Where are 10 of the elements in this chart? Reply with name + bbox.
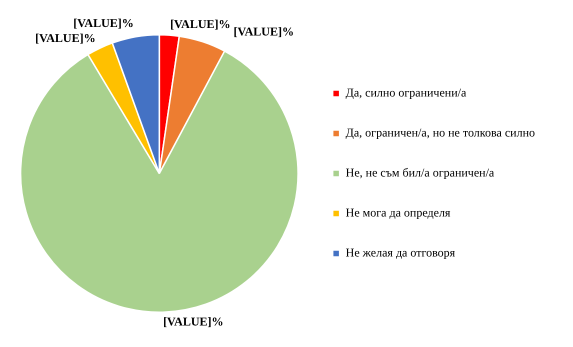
legend-label: Да, силно ограничени/а xyxy=(346,86,467,100)
legend-label: Да, ограничен/а, но не толкова силно xyxy=(346,126,536,140)
legend-label: Не, не съм бил/а ограничен/а xyxy=(346,166,495,180)
data-label: [VALUE]% xyxy=(35,31,96,46)
data-label: [VALUE]% xyxy=(73,16,134,30)
data-label: [VALUE]% xyxy=(234,24,294,38)
legend-label: Не мога да определя xyxy=(346,206,451,220)
data-label: [VALUE]% xyxy=(163,314,224,328)
data-label: [VALUE]% xyxy=(170,17,231,32)
legend-label: Не желая да отговоря xyxy=(346,246,456,260)
